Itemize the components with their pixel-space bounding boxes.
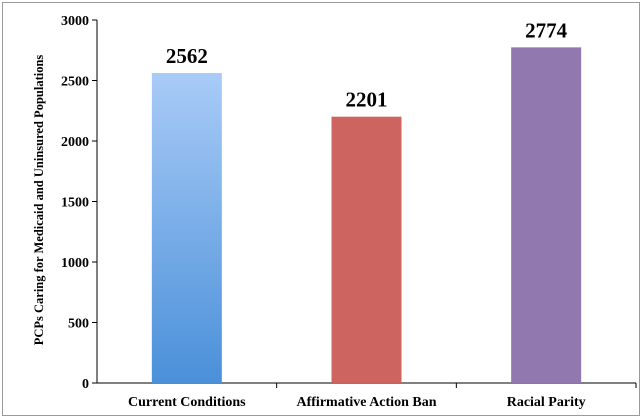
y-tick-label: 1500 bbox=[61, 196, 89, 211]
category-label: Affirmative Action Ban bbox=[297, 395, 437, 410]
y-tick-label: 3000 bbox=[61, 14, 89, 29]
data-label: 2201 bbox=[346, 88, 388, 112]
category-label: Current Conditions bbox=[128, 395, 246, 410]
y-tick-label: 2000 bbox=[61, 135, 89, 150]
bar bbox=[151, 72, 222, 384]
bar bbox=[511, 47, 582, 383]
data-label: 2562 bbox=[166, 44, 208, 68]
category-label: Racial Parity bbox=[507, 395, 586, 410]
y-tick-label: 2500 bbox=[61, 75, 89, 90]
y-tick-label: 0 bbox=[82, 377, 89, 392]
y-tick-label: 500 bbox=[68, 317, 89, 332]
bar bbox=[331, 116, 402, 383]
data-label: 2774 bbox=[525, 18, 568, 42]
y-axis-title: PCPs Caring for Medicaid and Uninsured P… bbox=[32, 55, 46, 346]
y-tick-label: 1000 bbox=[61, 256, 89, 271]
